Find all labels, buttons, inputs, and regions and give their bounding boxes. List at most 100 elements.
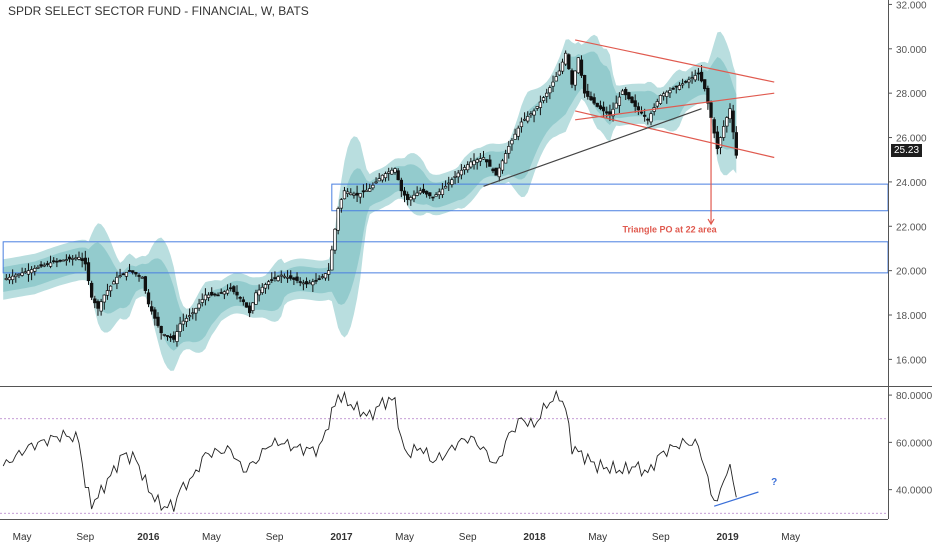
trendline-0	[575, 39, 775, 83]
candle-body	[722, 126, 726, 138]
candle-body	[399, 179, 403, 192]
candle-body	[541, 97, 546, 101]
candle-body	[636, 106, 640, 111]
candle-body	[108, 285, 113, 292]
candle-body	[601, 106, 606, 112]
candle-body	[42, 264, 46, 267]
bollinger-bands	[3, 31, 737, 371]
candle-body	[665, 91, 669, 97]
price-tick-label: 22.000	[896, 222, 927, 233]
candle-body	[557, 70, 561, 76]
candle-body	[582, 75, 587, 94]
candle-body	[89, 282, 94, 298]
trendlines: Triangle PO at 22 area	[483, 39, 775, 234]
candle-body	[649, 113, 653, 123]
candle-body	[421, 188, 426, 193]
candle-body	[270, 279, 274, 281]
candle-body	[333, 228, 337, 251]
candle-body	[134, 272, 138, 275]
candle-body	[595, 102, 599, 107]
candle-body	[522, 118, 527, 121]
candle-body	[203, 294, 208, 301]
rsi-tick-label: 80.0000	[896, 391, 932, 402]
candle-body	[712, 119, 716, 134]
time-tick-label: Sep	[266, 532, 284, 543]
candle-body	[308, 282, 312, 285]
candle-body	[118, 275, 122, 277]
candle-body	[459, 169, 464, 176]
candle-body	[434, 194, 438, 197]
candle-body	[469, 161, 473, 168]
candle-body	[728, 108, 732, 120]
candle-body	[684, 81, 688, 83]
rsi-tick-label: 60.0000	[896, 438, 932, 449]
candle-body	[538, 101, 543, 108]
candle-body	[254, 292, 258, 305]
candle-body	[532, 110, 536, 116]
candle-body	[494, 167, 498, 176]
candle-body	[564, 52, 568, 65]
candle-body	[115, 276, 119, 285]
candle-body	[124, 271, 129, 277]
candle-body	[576, 57, 580, 74]
candle-body	[548, 87, 552, 94]
candle-body	[320, 276, 324, 278]
chart-title: SPDR SELECT SECTOR FUND - FINANCIAL, W, …	[8, 4, 309, 18]
candle-body	[431, 196, 435, 199]
price-tick-label: 24.000	[896, 178, 927, 189]
candle-body	[150, 306, 154, 312]
candle-body	[168, 336, 173, 339]
candle-body	[29, 269, 34, 274]
candle-body	[235, 291, 239, 296]
candle-body	[301, 282, 306, 285]
candle-body	[153, 309, 157, 319]
candle-body	[617, 96, 622, 106]
candle-body	[383, 173, 388, 179]
candle-body	[276, 276, 280, 282]
candle-body	[424, 190, 429, 195]
time-tick-label: May	[202, 532, 221, 543]
candle-body	[187, 315, 192, 318]
candle-body	[304, 281, 309, 285]
candle-body	[693, 75, 697, 81]
candle-body	[105, 290, 110, 296]
rsi-tick-label: 40.0000	[896, 486, 932, 497]
candle-body	[45, 263, 50, 265]
candle-body	[314, 279, 318, 282]
candle-body	[589, 96, 593, 101]
candle-body	[285, 276, 290, 279]
candle-body	[17, 273, 21, 276]
candle-body	[206, 294, 211, 298]
time-tick-label: 2016	[137, 532, 160, 543]
candle-body	[497, 167, 501, 178]
candle-body	[478, 158, 482, 162]
candle-body	[241, 299, 245, 303]
trendline-3	[483, 108, 702, 187]
candle-body	[127, 270, 132, 272]
candle-body	[481, 157, 486, 160]
candle-body	[146, 292, 151, 305]
candle-body	[415, 192, 419, 196]
candle-body	[330, 249, 334, 271]
candle-body	[630, 96, 634, 103]
candle-body	[216, 294, 220, 297]
candle-body	[579, 59, 584, 76]
candles	[4, 50, 738, 347]
candle-body	[266, 281, 271, 285]
candle-body	[503, 153, 508, 164]
candle-body	[213, 293, 217, 296]
candle-body	[232, 286, 236, 293]
rsi-divergence-line	[714, 491, 759, 507]
candle-body	[680, 83, 685, 86]
last-price-label: 25.23	[891, 144, 923, 157]
candle-body	[614, 102, 618, 109]
candle-body	[643, 114, 647, 117]
candle-body	[273, 277, 277, 279]
candle-body	[567, 54, 571, 70]
candle-body	[529, 113, 533, 116]
candle-body	[80, 258, 84, 262]
candle-body	[453, 176, 457, 178]
candle-body	[317, 278, 321, 280]
candle-body	[184, 317, 189, 322]
candle-body	[10, 275, 15, 280]
